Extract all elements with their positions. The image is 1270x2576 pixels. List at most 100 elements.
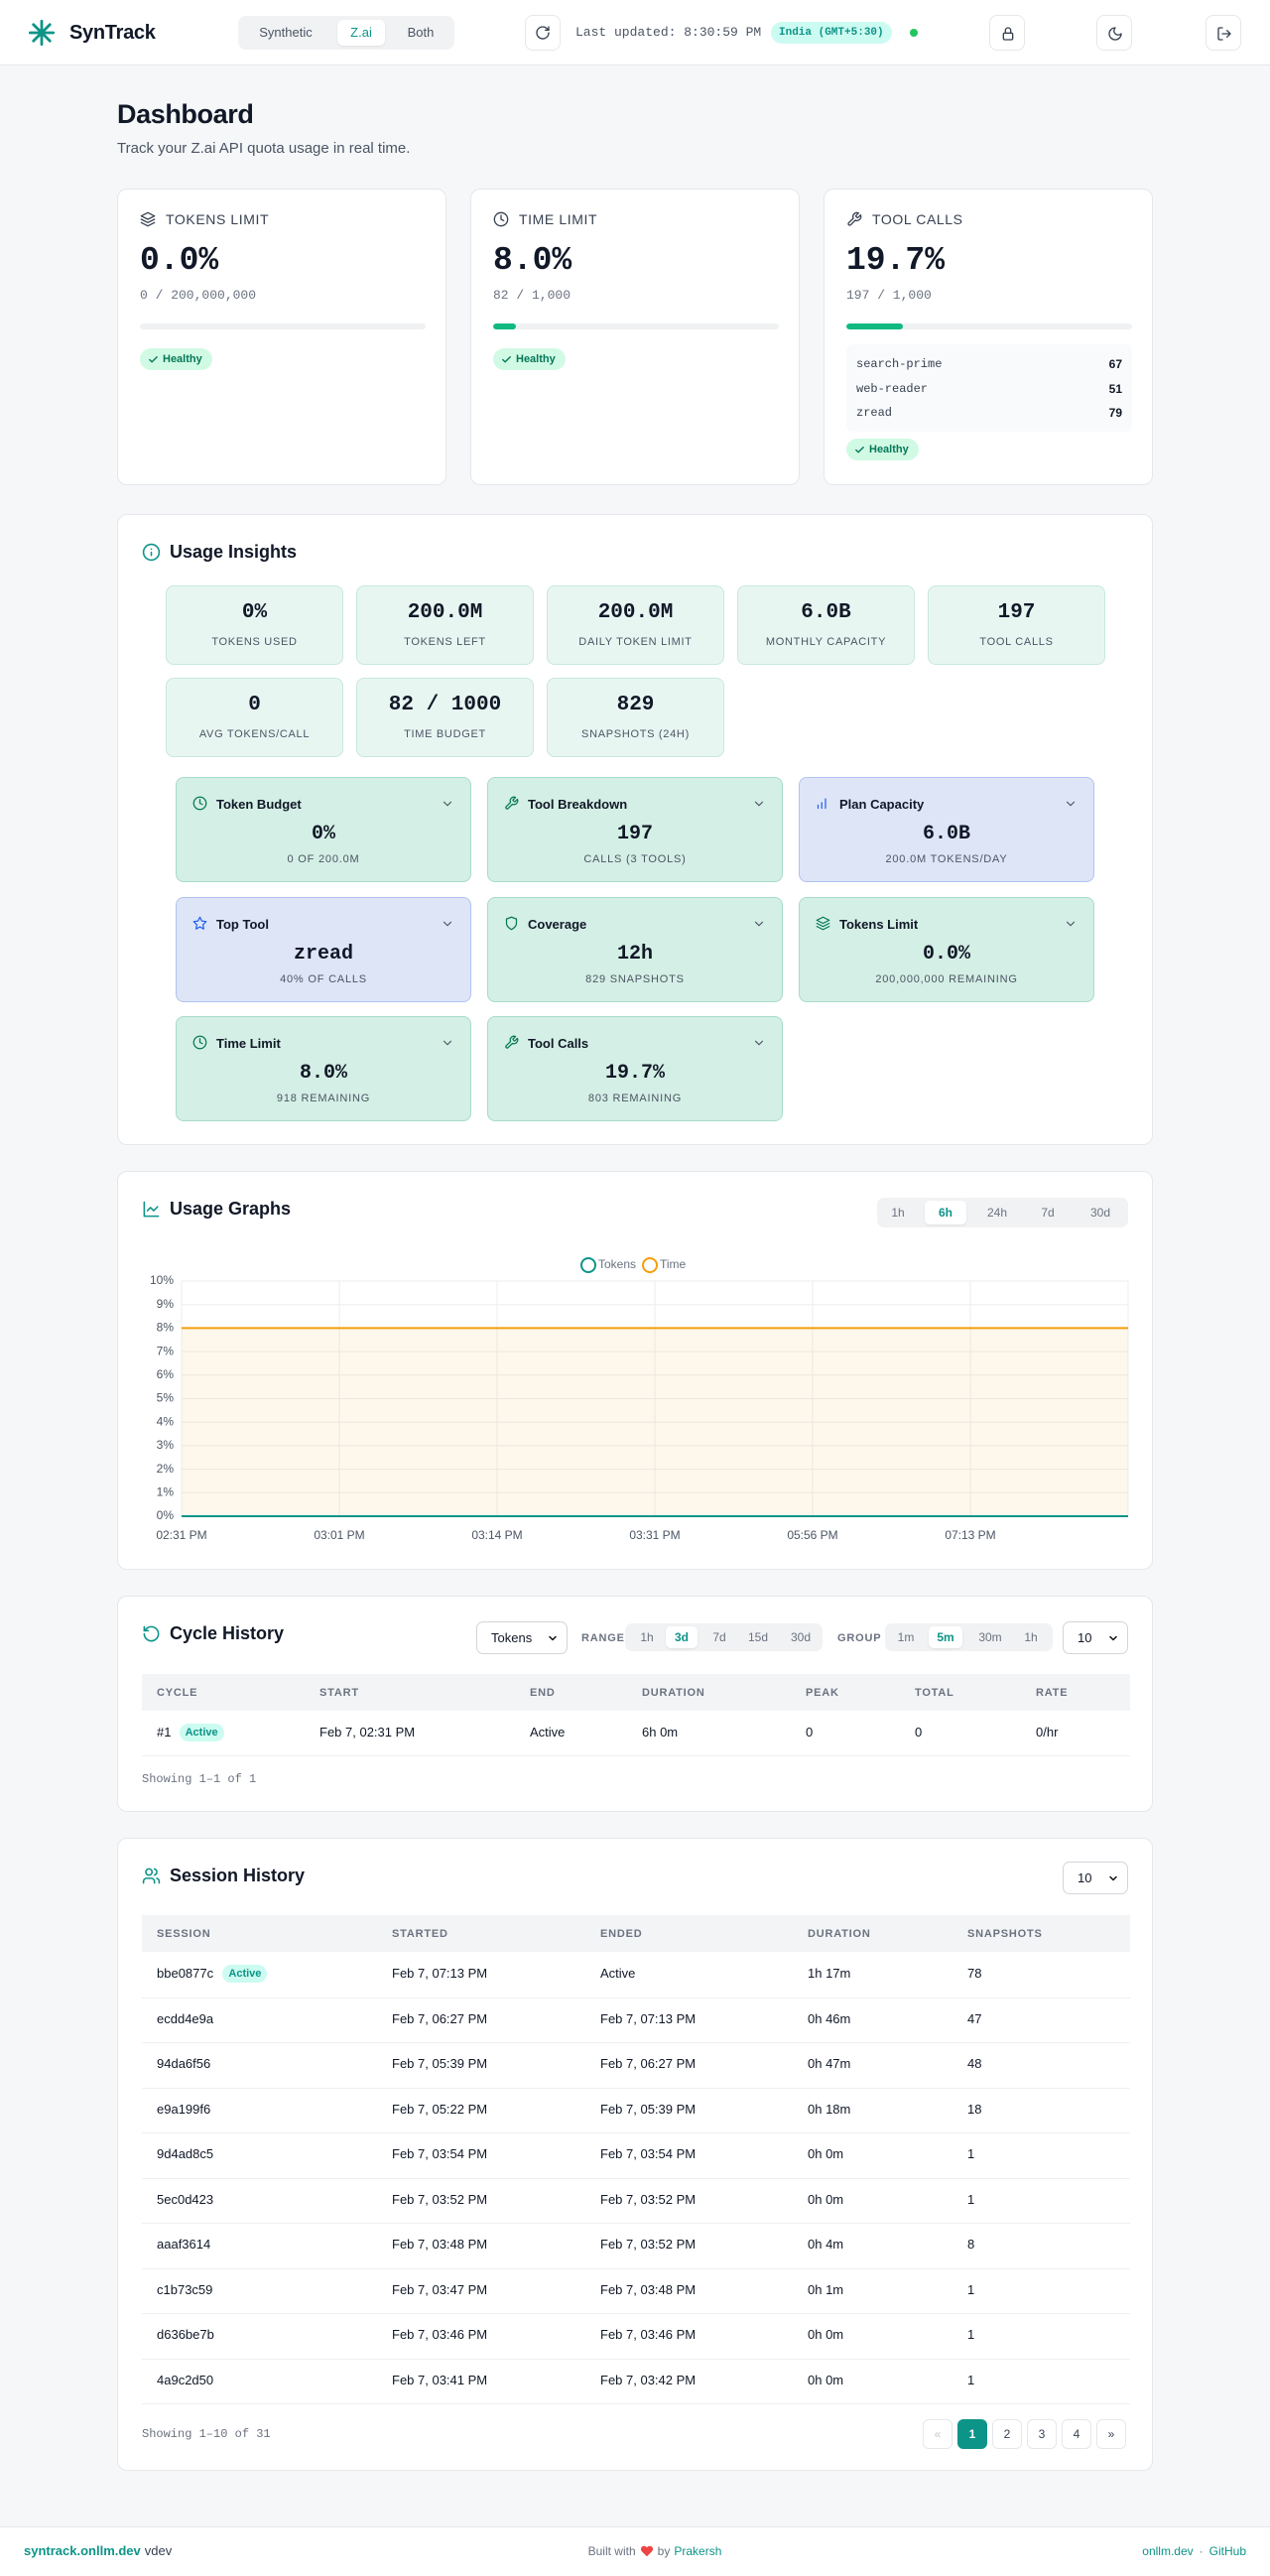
icon: [443, 801, 452, 807]
segment[interactable]: 30d: [790, 1630, 812, 1644]
tile-title: Plan Capacity: [839, 797, 925, 812]
stat-tile: 829 SNAPSHOTS (24H): [547, 678, 724, 757]
tab[interactable]: Z.ai: [337, 20, 385, 46]
segment[interactable]: 7d: [712, 1630, 726, 1644]
tile-detail: 829 SNAPSHOTS: [585, 972, 685, 985]
icon: [500, 214, 505, 221]
progress-fill: [493, 323, 517, 329]
table-cell: Feb 7, 03:48 PM: [392, 2237, 488, 2252]
insight-tile[interactable]: Time Limit 8.0% 918 REMAINING: [176, 1016, 471, 1121]
segment[interactable]: 30d: [1089, 1206, 1111, 1220]
icon: [505, 796, 519, 810]
select[interactable]: Tokens: [476, 1621, 568, 1654]
moon-button[interactable]: [1096, 15, 1132, 51]
icon: [1066, 801, 1076, 807]
icon: [198, 799, 203, 806]
icon: [493, 211, 509, 227]
table-cell: Feb 7, 03:41 PM: [392, 2372, 488, 2387]
legend-swatch: [642, 1257, 658, 1273]
column-header: STARTED: [392, 1928, 448, 1940]
table-cell: Active: [600, 1966, 636, 1981]
y-tick-label: 1%: [157, 1484, 175, 1498]
icon: [1066, 801, 1076, 807]
icon: [817, 798, 826, 810]
tab[interactable]: Both: [407, 25, 435, 40]
brand: SynTrack: [69, 22, 156, 44]
icon: [1217, 27, 1231, 41]
tab[interactable]: Synthetic: [259, 25, 313, 40]
segment[interactable]: 7d: [1041, 1206, 1055, 1220]
stat-value: 6.0B: [801, 601, 851, 624]
insight-tile[interactable]: Token Budget 0% 0 OF 200.0M: [176, 777, 471, 882]
select[interactable]: 10: [1063, 1621, 1128, 1654]
segment[interactable]: 6h: [925, 1201, 966, 1224]
segment[interactable]: 1h: [640, 1630, 654, 1644]
page-button[interactable]: 4: [1062, 2419, 1091, 2449]
tile-title: Top Tool: [216, 916, 269, 932]
page-button[interactable]: 2: [992, 2419, 1022, 2449]
footer-link[interactable]: GitHub: [1208, 2544, 1246, 2558]
table-cell: 18: [967, 2101, 982, 2117]
insight-tile[interactable]: Plan Capacity 6.0B 200.0M TOKENS/DAY: [799, 777, 1094, 882]
tool-count: 51: [1108, 381, 1122, 396]
y-tick-label: 2%: [157, 1462, 175, 1476]
insight-tile[interactable]: Tool Calls 19.7% 803 REMAINING: [487, 1016, 783, 1121]
icon: [28, 19, 56, 47]
page-button[interactable]: »: [1096, 2419, 1126, 2449]
insight-tile[interactable]: Coverage 12h 829 SNAPSHOTS: [487, 896, 783, 1002]
icon: [1109, 1635, 1117, 1641]
table-cell: 0h 0m: [808, 2146, 844, 2161]
insight-tile[interactable]: Tokens Limit 0.0% 200,000,000 REMAINING: [799, 896, 1094, 1002]
active-badge: Active: [222, 1965, 268, 1983]
stat-label: TOOL CALLS: [979, 636, 1054, 648]
segment[interactable]: 1m: [897, 1630, 915, 1644]
select-value: Tokens: [491, 1630, 533, 1645]
footer-author-link[interactable]: Prakersh: [674, 2544, 722, 2558]
icon: [149, 355, 158, 362]
session-history: Session History 10 SESSION STARTED ENDED DURA…: [117, 1838, 1153, 2471]
column-header: END: [530, 1687, 556, 1699]
segment[interactable]: 30m: [978, 1630, 1002, 1644]
table-cell: 0h 46m: [808, 2010, 851, 2026]
table-cell: #1: [157, 1725, 172, 1739]
tool-list: search-prime 67 web-reader 51 zread 79: [846, 344, 1132, 432]
y-tick-label: 8%: [157, 1321, 175, 1335]
icon: [192, 796, 207, 811]
icon: [1217, 27, 1223, 41]
showing-text: Showing 1–1 of 1: [142, 1772, 257, 1786]
logout-button[interactable]: [1206, 15, 1241, 51]
footer-link[interactable]: onllm.dev: [1142, 2544, 1194, 2558]
area-fill: [182, 1328, 1128, 1516]
card-percent: 19.7%: [846, 242, 946, 279]
segment[interactable]: 1h: [891, 1206, 905, 1220]
card-usage: 0 / 200,000,000: [140, 288, 257, 303]
table-cell: 5ec0d423: [157, 2191, 214, 2207]
page-button[interactable]: 3: [1027, 2419, 1057, 2449]
insight-tile[interactable]: Top Tool zread 40% OF CALLS: [176, 896, 471, 1002]
footer-site-link[interactable]: syntrack.onllm.dev: [24, 2543, 141, 2558]
stat-value: 82 / 1000: [388, 694, 502, 716]
icon: [28, 19, 56, 47]
segment[interactable]: 1h: [1024, 1630, 1038, 1644]
segment[interactable]: 24h: [986, 1206, 1008, 1220]
insight-tile[interactable]: Tool Breakdown 197 CALLS (3 TOOLS): [487, 777, 783, 882]
segment[interactable]: 15d: [747, 1630, 769, 1644]
segment[interactable]: 5m: [929, 1626, 962, 1648]
page-button[interactable]: 1: [957, 2419, 987, 2449]
status-text: Healthy: [516, 353, 556, 365]
row-divider: [142, 2177, 1130, 2179]
stat-label: DAILY TOKEN LIMIT: [578, 636, 693, 648]
icon: [143, 1625, 160, 1642]
icon: [754, 801, 764, 807]
status-badge: Healthy: [140, 348, 212, 370]
lock-button[interactable]: [989, 15, 1025, 51]
select[interactable]: 10: [1063, 1862, 1128, 1894]
y-tick-label: 7%: [157, 1344, 175, 1357]
tile-title: Tokens Limit: [839, 916, 919, 932]
status-badge: Healthy: [846, 439, 919, 460]
segment[interactable]: 3d: [666, 1626, 698, 1648]
select-value: 10: [1078, 1870, 1092, 1885]
refresh-button[interactable]: [525, 15, 561, 51]
column-header: DURATION: [642, 1687, 705, 1699]
icon: [505, 1035, 519, 1049]
